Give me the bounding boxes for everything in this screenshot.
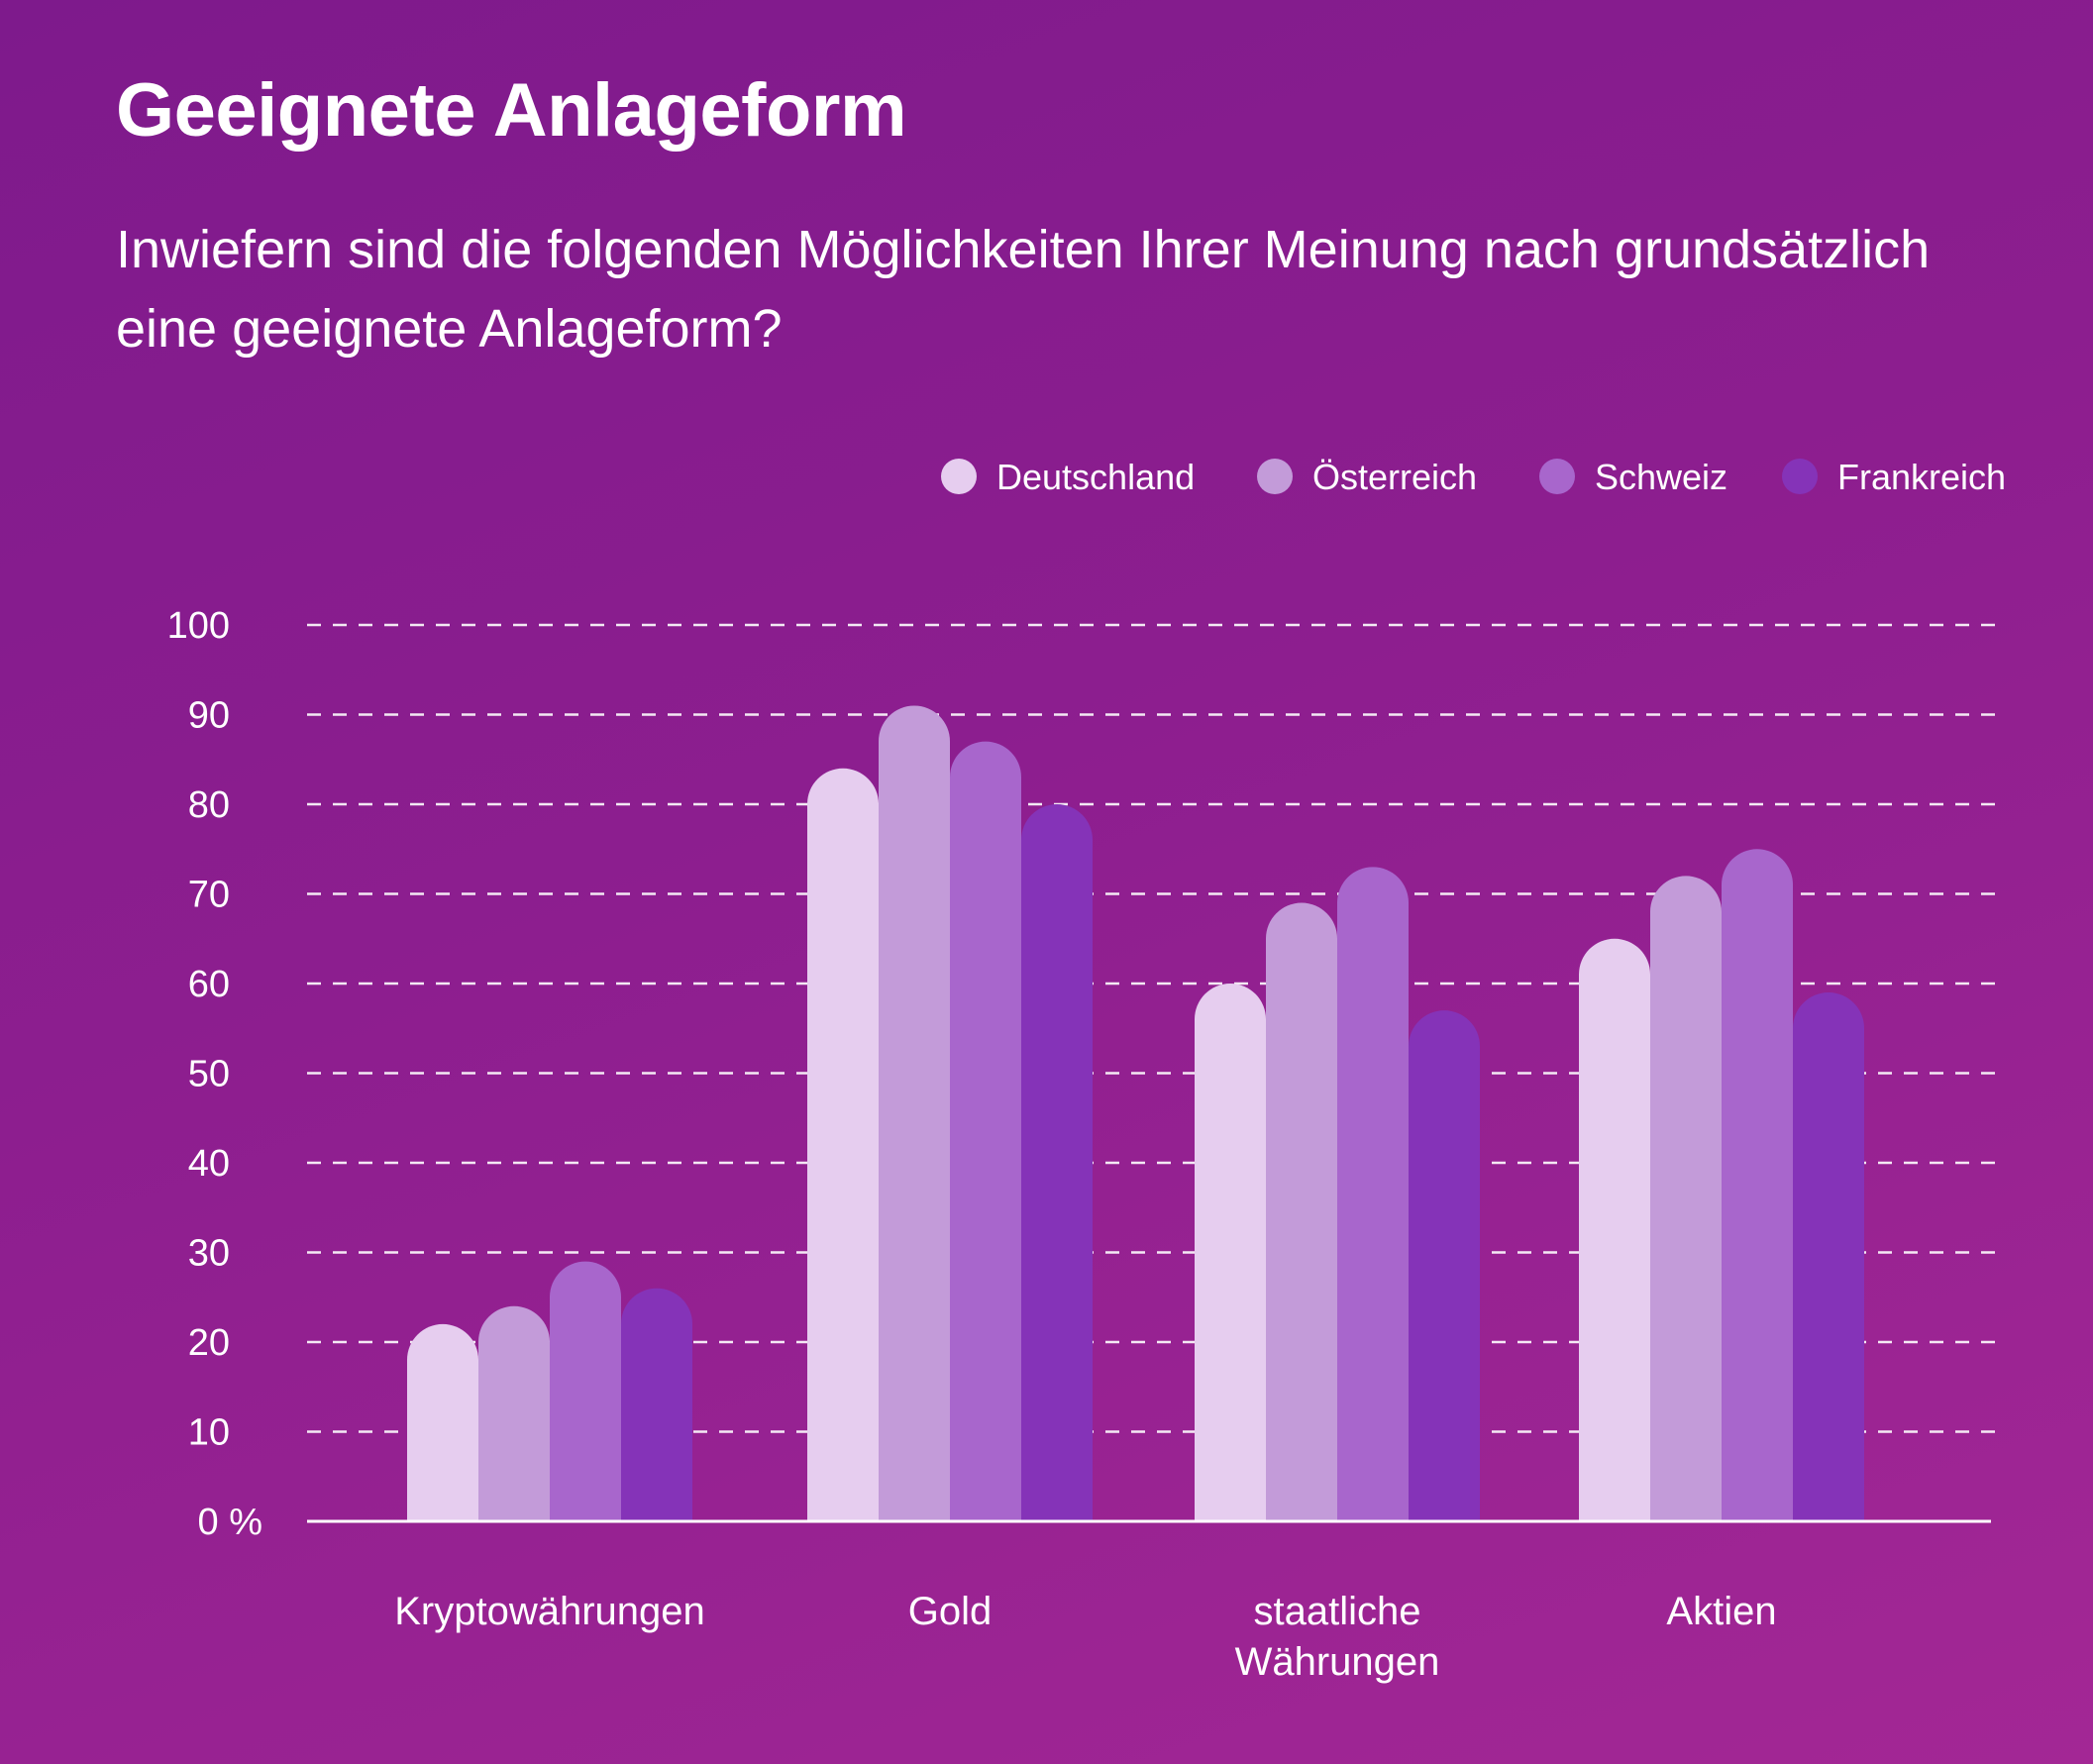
- bar: [1409, 1010, 1480, 1521]
- y-tick-label: 90: [188, 695, 230, 737]
- legend-label: Schweiz: [1595, 457, 1727, 497]
- bars: [407, 705, 1864, 1521]
- legend: Deutschland Österreich Schweiz Frankreich: [941, 457, 2006, 497]
- bar: [550, 1261, 621, 1521]
- legend-swatch: [941, 459, 977, 494]
- legend-label: Österreich: [1312, 457, 1477, 497]
- y-tick-label: 80: [188, 784, 230, 826]
- bar: [1195, 984, 1266, 1521]
- x-tick-label: Gold: [908, 1590, 993, 1633]
- bar: [1266, 902, 1337, 1521]
- x-tick-label: Aktien: [1666, 1590, 1776, 1633]
- bar: [1021, 804, 1093, 1521]
- legend-label: Deutschland: [996, 457, 1195, 497]
- y-tick-label: 0 %: [198, 1502, 262, 1543]
- y-tick-label: 30: [188, 1233, 230, 1275]
- x-tick-label: staatliche: [1254, 1590, 1421, 1633]
- x-tick-label: Währungen: [1235, 1640, 1440, 1684]
- y-axis: 0 % 10 20 30 40 50 60 70 80 90 100: [167, 605, 262, 1543]
- legend-swatch: [1257, 459, 1293, 494]
- bar: [879, 705, 950, 1521]
- y-tick-label: 20: [188, 1322, 230, 1364]
- legend-swatch: [1782, 459, 1818, 494]
- x-tick-label: Kryptowährungen: [394, 1590, 705, 1633]
- y-tick-label: 100: [167, 605, 230, 647]
- y-tick-label: 60: [188, 964, 230, 1005]
- bar: [478, 1305, 550, 1521]
- bar: [1722, 849, 1793, 1521]
- legend-swatch: [1539, 459, 1575, 494]
- y-tick-label: 50: [188, 1054, 230, 1095]
- bar: [807, 768, 879, 1521]
- bar: [1337, 867, 1409, 1521]
- y-tick-label: 10: [188, 1412, 230, 1454]
- y-tick-label: 40: [188, 1143, 230, 1185]
- bar: [407, 1323, 478, 1521]
- x-axis: Kryptowährungen Gold staatliche Währungen Ak…: [307, 1519, 1991, 1684]
- bar: [1579, 938, 1650, 1521]
- chart-title: Geeignete Anlageform: [116, 68, 907, 153]
- bar: [1793, 992, 1864, 1521]
- bar: [621, 1288, 692, 1521]
- bar: [1650, 876, 1722, 1521]
- chart-subtitle: Inwiefern sind die folgenden Möglichkeit…: [116, 220, 1931, 359]
- legend-label: Frankreich: [1837, 457, 2006, 497]
- bar: [950, 741, 1021, 1521]
- y-tick-label: 70: [188, 875, 230, 916]
